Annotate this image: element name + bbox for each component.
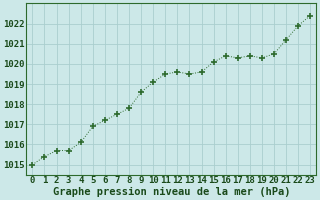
X-axis label: Graphe pression niveau de la mer (hPa): Graphe pression niveau de la mer (hPa): [52, 186, 290, 197]
